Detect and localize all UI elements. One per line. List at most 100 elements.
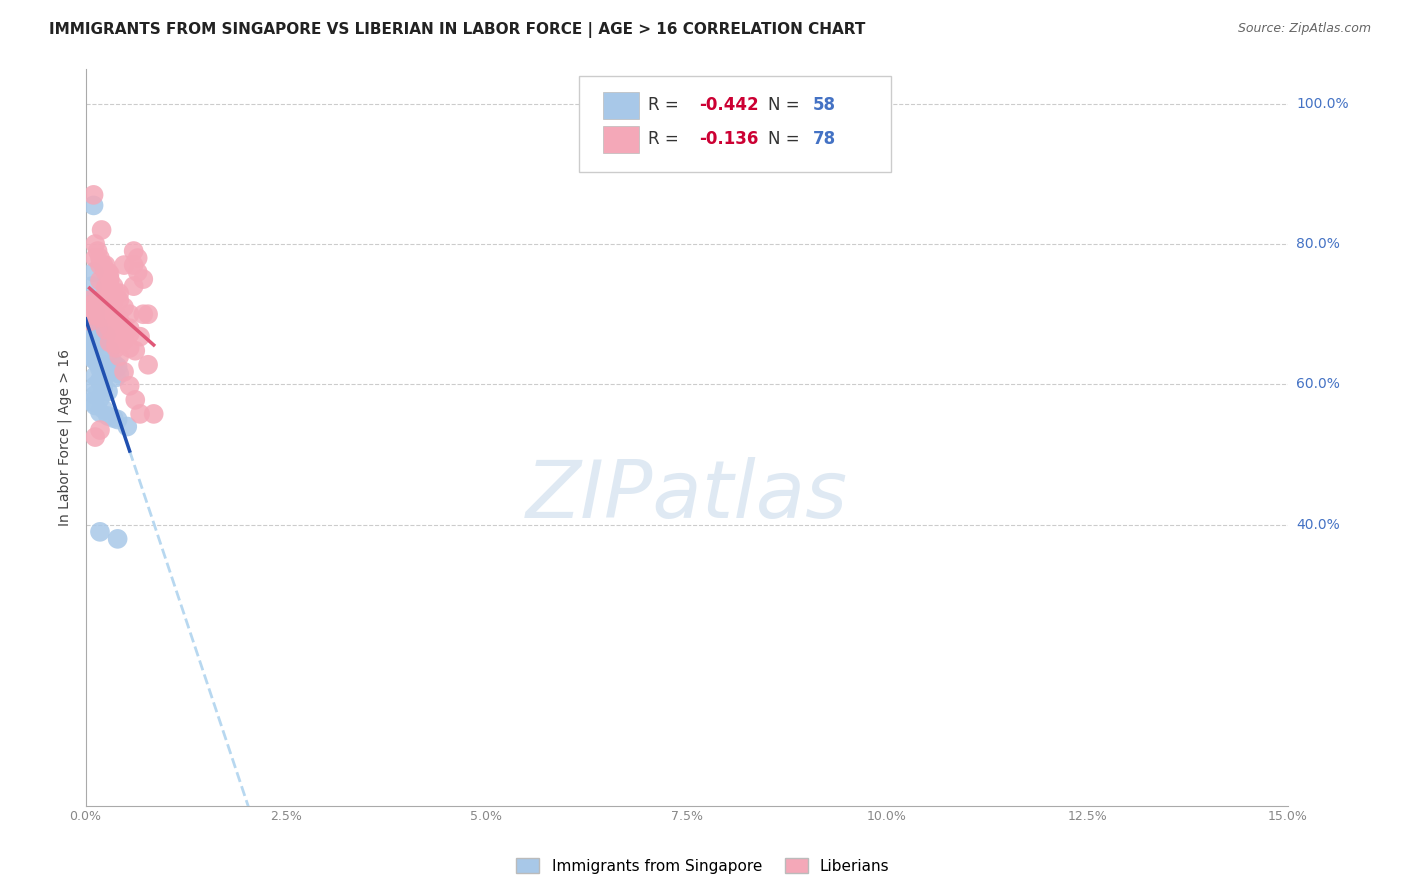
Point (89, 392, 111, 406)
Point (98, 321, 121, 335)
Point (98, 272, 121, 286)
Text: R =: R = (648, 130, 689, 148)
Text: 100.0%: 100.0% (1296, 96, 1348, 111)
Point (94, 365, 117, 379)
Point (90, 328, 112, 343)
Point (132, 272, 155, 286)
Point (118, 321, 141, 335)
Point (129, 407, 152, 421)
Point (108, 349, 131, 363)
Point (122, 258, 145, 272)
Point (89, 343, 111, 358)
Point (89, 301, 111, 316)
Point (112, 319, 135, 334)
Point (91, 377, 114, 392)
Point (79, 314, 101, 328)
Point (98, 300, 121, 314)
Text: R =: R = (648, 96, 685, 114)
Point (84, 352, 107, 367)
Point (84, 430, 107, 444)
FancyBboxPatch shape (578, 76, 891, 172)
Point (83, 296, 105, 310)
Point (98, 363, 121, 377)
Point (91, 402, 114, 417)
Point (89, 373, 111, 387)
Point (108, 293, 131, 308)
Point (127, 265, 149, 279)
Text: -0.442: -0.442 (699, 96, 758, 114)
Point (80, 395, 103, 409)
Point (136, 358, 159, 372)
Point (94, 300, 117, 314)
Point (83, 300, 105, 314)
Point (84, 309, 107, 323)
Point (89, 375, 111, 389)
Point (80, 348, 103, 362)
Point (86, 300, 108, 314)
Point (84, 307, 107, 321)
Point (80, 335, 103, 350)
Point (84, 399, 107, 413)
Point (86, 244, 108, 258)
Point (136, 307, 159, 321)
Point (108, 314, 131, 328)
Point (98, 279, 121, 293)
Point (103, 294, 125, 309)
Point (127, 251, 149, 265)
Point (89, 405, 111, 419)
Point (97, 409, 120, 423)
Point (79, 293, 101, 308)
Point (80, 325, 103, 339)
Point (103, 411, 125, 425)
Bar (603, 126, 638, 153)
Point (86, 356, 108, 370)
Point (86, 318, 108, 332)
Point (94, 258, 117, 272)
Point (118, 379, 141, 393)
Point (83, 339, 105, 353)
Point (84, 388, 107, 402)
Point (84, 307, 107, 321)
Point (94, 309, 117, 323)
Point (98, 272, 121, 286)
Point (84, 379, 107, 393)
Point (89, 251, 111, 265)
Point (124, 392, 146, 407)
Point (83, 187, 105, 202)
Point (84, 369, 107, 384)
Point (108, 286, 131, 301)
Text: 58: 58 (813, 96, 837, 114)
Point (89, 273, 111, 287)
Text: N =: N = (769, 130, 806, 148)
Y-axis label: In Labor Force | Age > 16: In Labor Force | Age > 16 (58, 349, 72, 525)
Point (103, 279, 125, 293)
Point (89, 335, 111, 350)
Text: 80.0%: 80.0% (1296, 237, 1340, 251)
Point (79, 293, 101, 308)
Point (94, 280, 117, 294)
Point (129, 329, 152, 343)
Point (86, 332, 108, 346)
Point (105, 316, 128, 330)
Point (118, 307, 141, 321)
Text: ZIPatlas: ZIPatlas (526, 457, 848, 535)
Point (84, 237, 107, 252)
Text: N =: N = (769, 96, 806, 114)
Point (94, 328, 117, 343)
Point (132, 307, 155, 321)
Point (105, 307, 128, 321)
Point (108, 335, 131, 350)
Point (91, 381, 114, 395)
Point (79, 314, 101, 328)
Point (103, 356, 125, 370)
Point (118, 341, 141, 355)
Point (84, 328, 107, 343)
Point (98, 335, 121, 350)
Point (105, 370, 128, 384)
Legend: Immigrants from Singapore, Liberians: Immigrants from Singapore, Liberians (510, 852, 896, 880)
Point (94, 293, 117, 308)
Point (89, 362, 111, 376)
Point (84, 339, 107, 353)
Point (89, 258, 111, 272)
Point (97, 384, 120, 399)
